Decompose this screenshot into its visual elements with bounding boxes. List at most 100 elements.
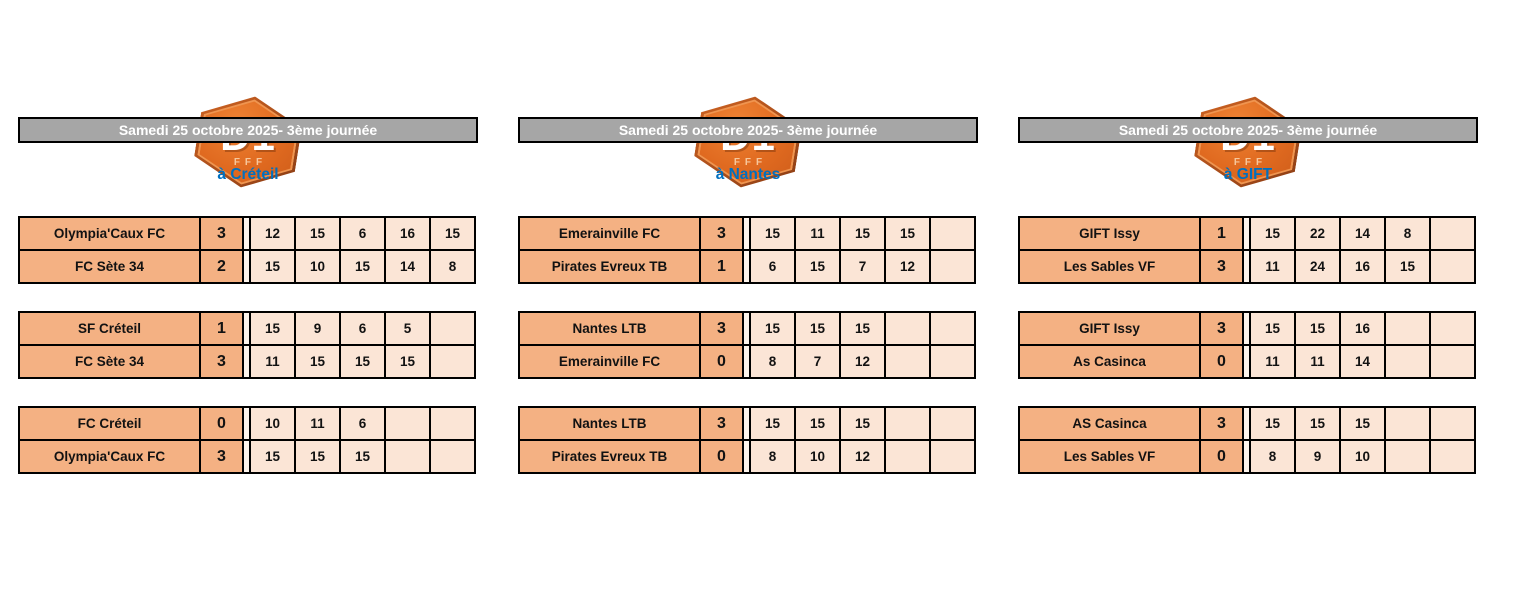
set-score-cell: 8 [749, 439, 796, 474]
score-cell: 0 [1199, 439, 1244, 474]
set-score-cell [929, 311, 976, 346]
separator-cell [1242, 344, 1251, 379]
set-score-cell: 15 [1339, 406, 1386, 441]
date-header: Samedi 25 octobre 2025- 3ème journée [18, 117, 478, 143]
logo-subtitle: FFF [733, 156, 768, 168]
logo-subtitle: FFF [233, 156, 268, 168]
set-score-cell: 15 [1249, 311, 1296, 346]
separator-cell [1242, 249, 1251, 284]
set-score-cell: 15 [339, 249, 386, 284]
team-name-cell: AS Casinca [1018, 406, 1201, 441]
match-row: GIFT Issy 3 15 15 16 [1018, 311, 1476, 346]
set-score-cell [929, 216, 976, 251]
set-score-cell: 15 [249, 249, 296, 284]
set-score-cell: 16 [1339, 311, 1386, 346]
score-cell: 1 [1199, 216, 1244, 251]
set-score-cell: 24 [1294, 249, 1341, 284]
set-score-cell: 8 [1384, 216, 1431, 251]
match-row: Les Sables VF 3 11 24 16 15 [1018, 249, 1476, 284]
set-score-cell: 11 [1294, 344, 1341, 379]
team-name-cell: Pirates Evreux TB [518, 439, 701, 474]
set-score-cell: 5 [384, 311, 431, 346]
set-score-cell: 15 [1384, 249, 1431, 284]
score-cell: 0 [699, 439, 744, 474]
match-list: Olympia'Caux FC 3 12 15 6 16 15 FC Sète 34 2 15 10… [18, 216, 478, 501]
set-score-cell: 15 [294, 439, 341, 474]
separator-cell [1242, 311, 1251, 346]
set-score-cell: 9 [294, 311, 341, 346]
set-score-cell: 15 [1294, 311, 1341, 346]
match-table: Nantes LTB 3 15 15 15 Pirates Evreux TB 0 8 10 12 [518, 406, 976, 474]
match-row: Olympia'Caux FC 3 12 15 6 16 15 [18, 216, 476, 251]
set-score-cell: 6 [339, 311, 386, 346]
set-score-cell: 15 [339, 439, 386, 474]
match-table: Emerainville FC 3 15 11 15 15 Pirates Evreux T… [518, 216, 976, 284]
venue-label: à Créteil [217, 166, 279, 183]
separator-cell [742, 216, 751, 251]
set-score-cell [1429, 439, 1476, 474]
set-score-cell [384, 439, 431, 474]
score-cell: 1 [199, 311, 244, 346]
set-score-cell: 15 [249, 439, 296, 474]
set-score-cell [1429, 311, 1476, 346]
date-header-text: Samedi 25 octobre 2025- 3ème journée [618, 122, 878, 138]
set-score-cell: 15 [1249, 216, 1296, 251]
date-header-text: Samedi 25 octobre 2025- 3ème journée [118, 122, 378, 138]
set-score-cell [929, 406, 976, 441]
set-score-cell: 11 [1249, 344, 1296, 379]
set-score-cell [429, 406, 476, 441]
match-table: SF Créteil 1 15 9 6 5 FC Sète 34 3 11 15 15 15 [18, 311, 476, 379]
set-score-cell [1384, 311, 1431, 346]
team-name-cell: FC Sète 34 [18, 249, 201, 284]
team-name-cell: GIFT Issy [1018, 311, 1201, 346]
set-score-cell: 15 [294, 216, 341, 251]
match-table: Olympia'Caux FC 3 12 15 6 16 15 FC Sète 34 2 15 10… [18, 216, 476, 284]
separator-cell [242, 439, 251, 474]
set-score-cell: 8 [749, 344, 796, 379]
separator-cell [242, 311, 251, 346]
set-score-cell: 15 [429, 216, 476, 251]
date-header: Samedi 25 octobre 2025- 3ème journée [518, 117, 978, 143]
set-score-cell: 15 [794, 311, 841, 346]
match-table: Nantes LTB 3 15 15 15 Emerainville FC 0 8 7 12 [518, 311, 976, 379]
set-score-cell: 15 [749, 311, 796, 346]
team-name-cell: Nantes LTB [518, 311, 701, 346]
separator-cell [1242, 439, 1251, 474]
separator-cell [1242, 406, 1251, 441]
score-cell: 3 [1199, 249, 1244, 284]
score-cell: 3 [199, 439, 244, 474]
score-cell: 0 [1199, 344, 1244, 379]
set-score-cell: 11 [294, 406, 341, 441]
venue-column-2: D1FFFSamedi 25 octobre 2025- 3ème journé… [518, 0, 978, 600]
team-name-cell: Emerainville FC [518, 216, 701, 251]
match-table: AS Casinca 3 15 15 15 Les Sables VF 0 8 9 10 [1018, 406, 1476, 474]
match-row: FC Sète 34 3 11 15 15 15 [18, 344, 476, 379]
set-score-cell: 14 [1339, 344, 1386, 379]
match-row: GIFT Issy 1 15 22 14 8 [1018, 216, 1476, 251]
separator-cell [242, 406, 251, 441]
match-row: Emerainville FC 0 8 7 12 [518, 344, 976, 379]
set-score-cell: 15 [839, 216, 886, 251]
separator-cell [242, 216, 251, 251]
set-score-cell: 6 [339, 406, 386, 441]
set-score-cell: 14 [384, 249, 431, 284]
team-name-cell: FC Créteil [18, 406, 201, 441]
set-score-cell: 15 [249, 311, 296, 346]
set-score-cell: 15 [839, 406, 886, 441]
venue-column-1: D1FFFSamedi 25 octobre 2025- 3ème journé… [18, 0, 478, 600]
match-list: GIFT Issy 1 15 22 14 8 Les Sables VF 3 11 24 16 15 G… [1018, 216, 1478, 501]
set-score-cell [929, 344, 976, 379]
set-score-cell [884, 406, 931, 441]
separator-cell [742, 406, 751, 441]
match-row: FC Sète 34 2 15 10 15 14 8 [18, 249, 476, 284]
venue-label: à GIFT [1223, 166, 1273, 183]
set-score-cell [1429, 216, 1476, 251]
set-score-cell: 15 [294, 344, 341, 379]
set-score-cell [929, 439, 976, 474]
team-name-cell: As Casinca [1018, 344, 1201, 379]
match-row: As Casinca 0 11 11 14 [1018, 344, 1476, 379]
set-score-cell: 14 [1339, 216, 1386, 251]
team-name-cell: Nantes LTB [518, 406, 701, 441]
set-score-cell: 12 [249, 216, 296, 251]
set-score-cell [884, 439, 931, 474]
